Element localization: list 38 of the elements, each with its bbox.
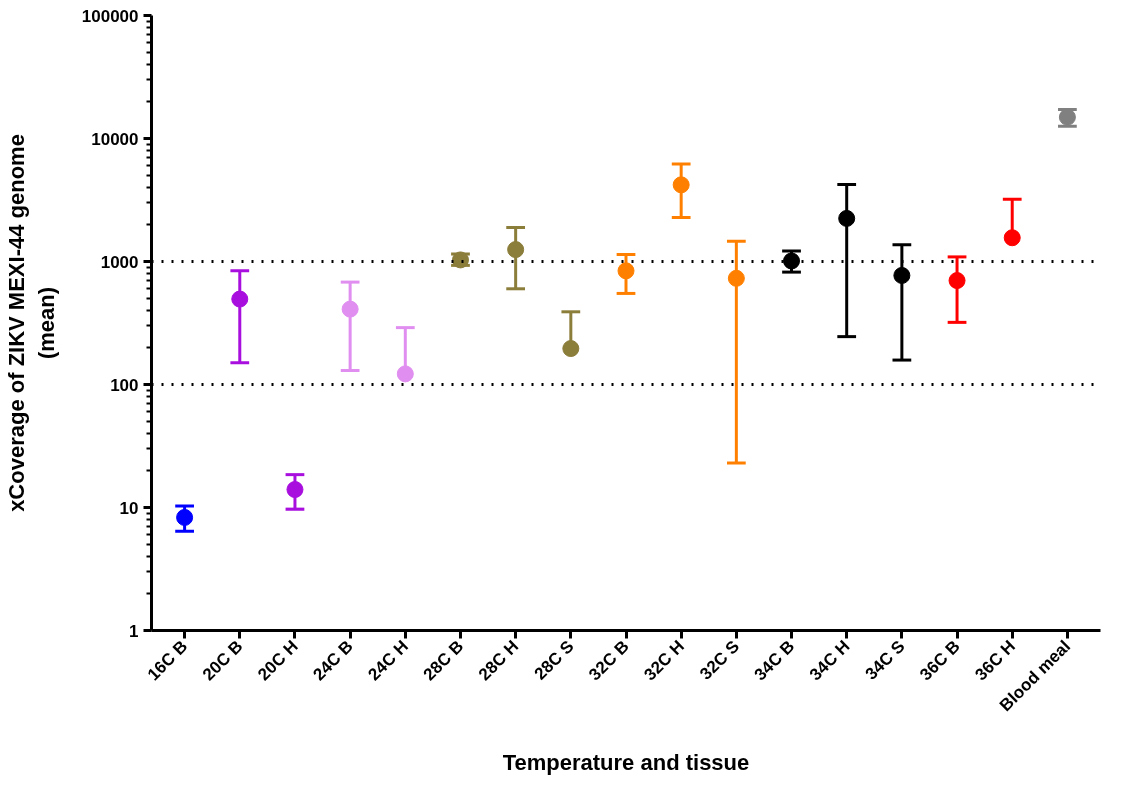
point	[893, 266, 911, 284]
point	[783, 252, 801, 270]
point	[231, 290, 249, 308]
point	[286, 481, 304, 499]
y-tick-label: 1000	[100, 252, 139, 272]
x-tick-label: 34C B	[750, 636, 799, 685]
point	[507, 241, 525, 259]
y-axis-title: xCoverage of ZIKV MEXI-44 genome (mean)	[3, 134, 59, 512]
y-tick-label: 10	[119, 498, 139, 518]
y-tick-label: 100000	[81, 6, 139, 26]
point	[341, 300, 359, 318]
x-axis-title: Temperature and tissue	[502, 749, 750, 775]
point	[176, 508, 194, 526]
point	[838, 209, 856, 227]
x-tick-label: 34C H	[805, 636, 854, 685]
x-tick-label: 28C S	[530, 636, 578, 684]
x-tick-label: 20C H	[254, 636, 302, 685]
x-tick-label: 28C B	[419, 636, 468, 685]
point	[617, 262, 635, 280]
x-tick-label: 34C S	[861, 636, 909, 684]
x-tick-label: 32C S	[696, 636, 744, 684]
point	[948, 272, 966, 290]
x-tick-label: 32C H	[640, 636, 688, 685]
x-tick-label: 20C B	[198, 636, 247, 685]
x-tick-label: 24C B	[309, 636, 357, 685]
point	[727, 269, 745, 287]
point	[396, 365, 414, 383]
point	[672, 176, 690, 194]
x-tick-label: 28C H	[474, 636, 523, 685]
y-tick-label: 100	[110, 375, 139, 395]
x-tick-label: 16C B	[143, 636, 192, 685]
point	[1003, 229, 1021, 247]
x-tick-label: 36C B	[916, 636, 964, 685]
x-tick-label: 24C H	[364, 636, 413, 685]
point	[562, 340, 580, 358]
y-tick-label: 1	[129, 621, 139, 641]
y-tick-label: 10000	[91, 129, 139, 149]
x-tick-label: 32C B	[585, 636, 633, 685]
